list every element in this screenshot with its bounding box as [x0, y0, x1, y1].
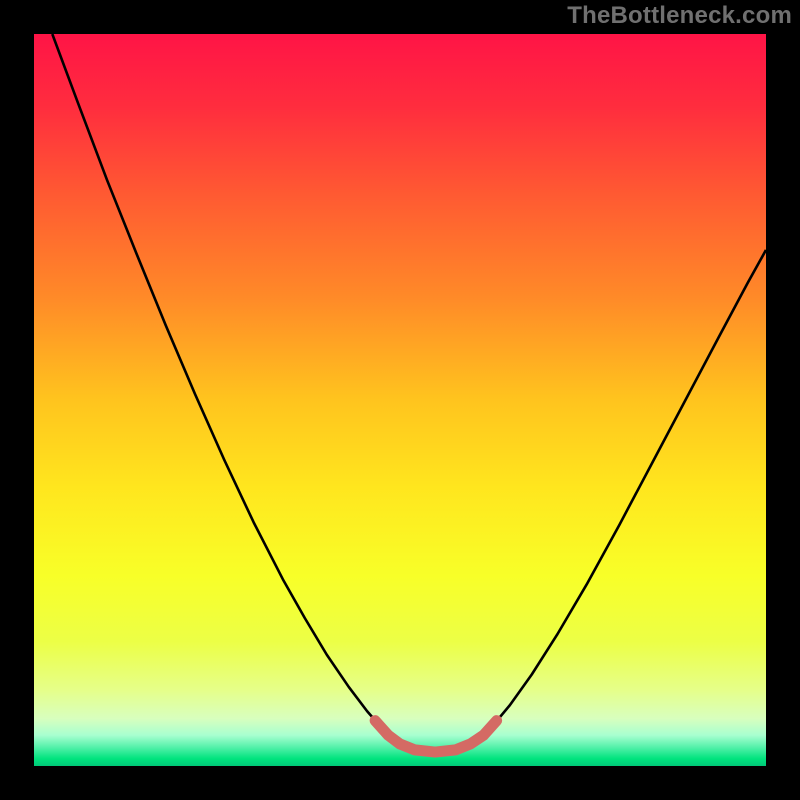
chart-container: TheBottleneck.com	[0, 0, 800, 800]
chart-background	[34, 34, 766, 766]
plot-area	[34, 34, 766, 766]
chart-svg	[34, 34, 766, 766]
watermark-text: TheBottleneck.com	[567, 2, 792, 30]
